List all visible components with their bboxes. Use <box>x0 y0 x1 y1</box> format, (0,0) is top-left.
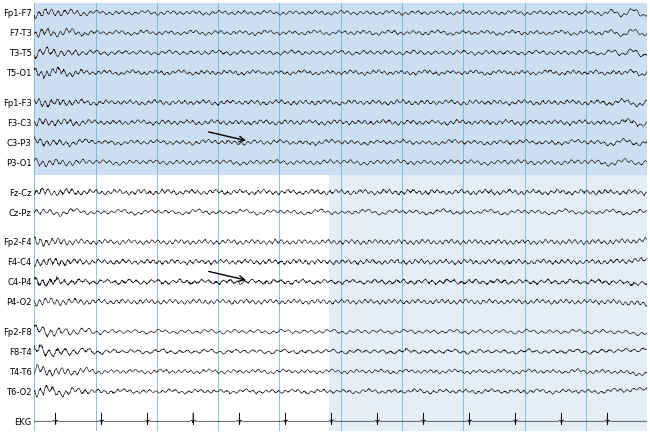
Bar <box>328 4 647 434</box>
Bar <box>34 0 647 175</box>
